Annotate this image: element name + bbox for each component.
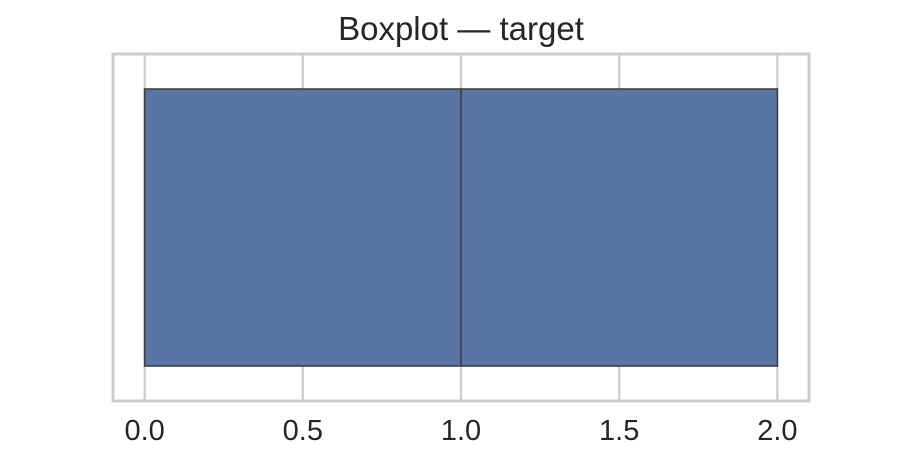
x-tick-label-1: 0.5	[283, 415, 323, 447]
axes-frame	[111, 52, 811, 403]
x-tick-label-0: 0.0	[124, 415, 164, 447]
chart-title: Boxplot — target	[338, 10, 584, 47]
x-tick-labels: 0.0 0.5 1.0 1.5 2.0	[124, 415, 797, 447]
x-tick-label-2: 1.0	[441, 415, 481, 447]
x-tick-label-3: 1.5	[599, 415, 639, 447]
box-group	[143, 88, 779, 367]
x-tick-label-4: 2.0	[757, 415, 797, 447]
